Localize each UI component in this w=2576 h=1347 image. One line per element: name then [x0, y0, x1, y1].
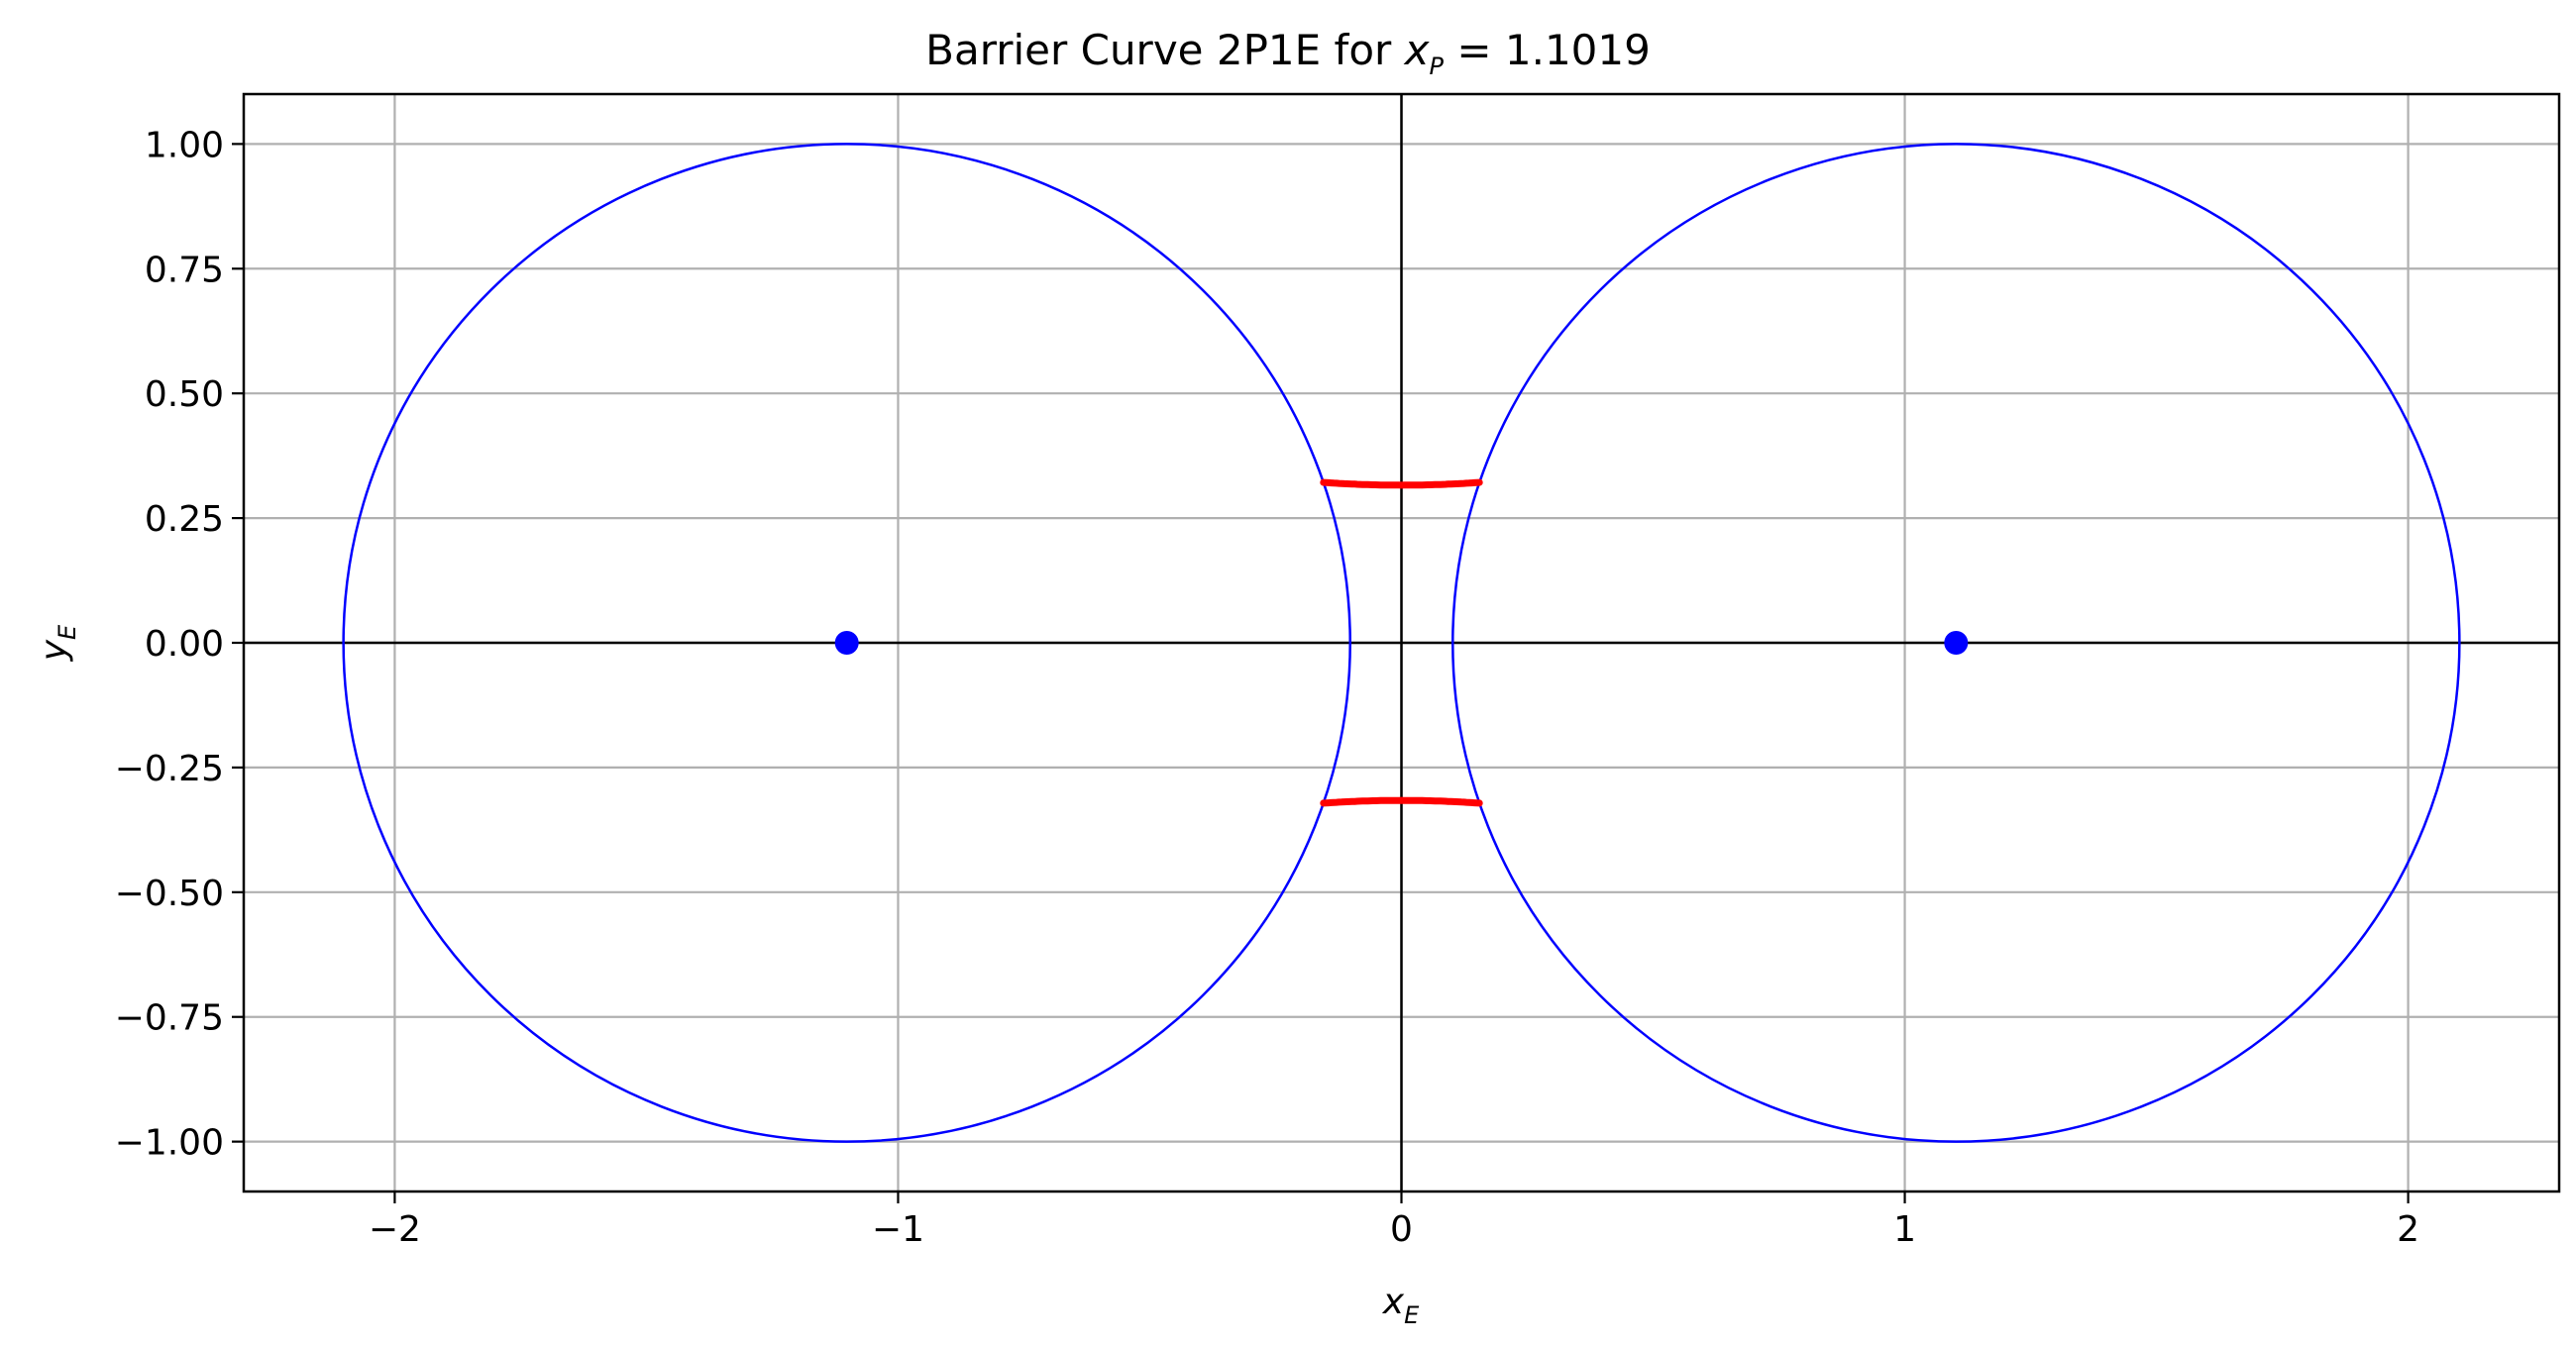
- y-tick-label: 0.75: [145, 250, 224, 290]
- x-axis-ticks: −2 −1 0 1 2: [369, 1192, 2419, 1250]
- capture-circle: [1451, 143, 2461, 1143]
- x-axis-label: xE: [1382, 1282, 1420, 1329]
- pursuer-point: [834, 631, 859, 655]
- y-tick-label: 0.25: [145, 499, 224, 540]
- x-tick-label: 1: [1893, 1209, 1916, 1250]
- zero-axis-lines: [244, 94, 2559, 1192]
- y-axis-ticks: 1.00 0.75 0.50 0.25 0.00 −0.25 −0.50 −0.75 −1.00: [115, 125, 244, 1164]
- y-axis-label: yE: [34, 624, 81, 662]
- y-tick-label: −1.00: [115, 1123, 224, 1164]
- y-tick-label: −0.75: [115, 998, 224, 1039]
- y-tick-label: −0.50: [115, 874, 224, 914]
- capture-circle: [342, 143, 1351, 1143]
- pursuer-point: [1944, 631, 1969, 655]
- x-tick-label: −2: [369, 1209, 421, 1250]
- y-tick-label: 0.00: [145, 624, 224, 665]
- y-tick-label: −0.25: [115, 749, 224, 789]
- x-tick-label: 2: [2397, 1209, 2419, 1250]
- barrier-curve: [1320, 796, 1483, 807]
- pursuer-capture-circles: [342, 143, 2461, 1143]
- y-tick-label: 1.00: [145, 125, 224, 165]
- x-tick-label: 0: [1390, 1209, 1413, 1250]
- y-tick-label: 0.50: [145, 374, 224, 415]
- chart-title: Barrier Curve 2P1E for xP = 1.1019: [925, 26, 1651, 80]
- x-tick-label: −1: [872, 1209, 924, 1250]
- barrier-curve: [1320, 478, 1483, 489]
- pursuer-points: [834, 631, 1969, 655]
- barrier-curves: [1320, 478, 1483, 807]
